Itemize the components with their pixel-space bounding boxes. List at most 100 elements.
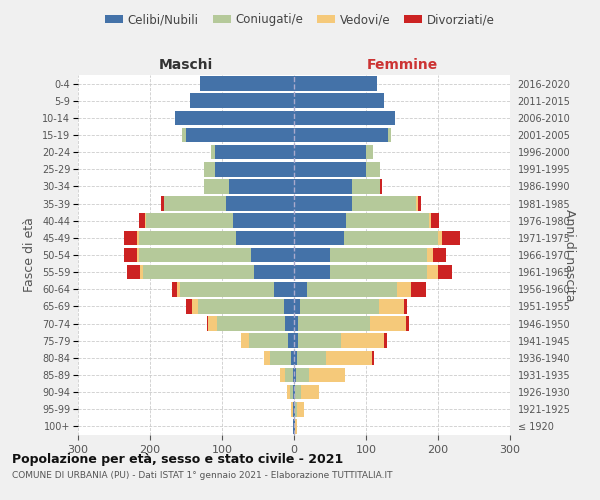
Bar: [291, 402, 294, 416]
Bar: [200, 76, 294, 91]
Bar: [294, 316, 406, 331]
Bar: [294, 350, 326, 365]
Bar: [294, 110, 395, 125]
Bar: [182, 128, 294, 142]
Bar: [294, 265, 330, 280]
Bar: [137, 248, 294, 262]
Bar: [294, 162, 380, 176]
Bar: [294, 179, 380, 194]
Bar: [204, 179, 294, 194]
Bar: [186, 128, 294, 142]
Bar: [294, 128, 391, 142]
Bar: [294, 385, 319, 400]
Bar: [139, 248, 294, 262]
Bar: [286, 368, 294, 382]
Bar: [190, 94, 294, 108]
Bar: [294, 214, 428, 228]
Bar: [294, 76, 377, 91]
Bar: [294, 196, 421, 211]
Bar: [127, 265, 294, 280]
Bar: [280, 368, 294, 382]
Bar: [294, 282, 307, 296]
Bar: [229, 179, 294, 194]
Bar: [294, 230, 344, 245]
Bar: [175, 110, 294, 125]
Bar: [178, 282, 294, 296]
Bar: [293, 419, 294, 434]
Bar: [294, 179, 380, 194]
Bar: [139, 214, 294, 228]
Bar: [182, 128, 294, 142]
Bar: [204, 179, 294, 194]
Bar: [284, 299, 294, 314]
Bar: [200, 76, 294, 91]
Bar: [294, 334, 341, 348]
Bar: [294, 196, 352, 211]
Bar: [236, 230, 294, 245]
Bar: [192, 299, 294, 314]
Bar: [294, 248, 427, 262]
Bar: [172, 282, 294, 296]
Bar: [294, 76, 377, 91]
Bar: [294, 419, 295, 434]
Bar: [294, 110, 395, 125]
Bar: [200, 76, 294, 91]
Bar: [280, 368, 294, 382]
Bar: [124, 248, 294, 262]
Bar: [182, 128, 294, 142]
Bar: [294, 94, 384, 108]
Bar: [164, 196, 294, 211]
Bar: [241, 334, 294, 348]
Bar: [175, 110, 294, 125]
Bar: [294, 145, 373, 160]
Bar: [294, 214, 439, 228]
Y-axis label: Anni di nascita: Anni di nascita: [563, 209, 576, 301]
Bar: [294, 145, 366, 160]
Bar: [190, 94, 294, 108]
Bar: [294, 248, 433, 262]
Bar: [293, 402, 294, 416]
Bar: [293, 419, 294, 434]
Bar: [294, 402, 304, 416]
Bar: [293, 368, 294, 382]
Bar: [264, 350, 294, 365]
Text: Maschi: Maschi: [159, 58, 213, 71]
Bar: [294, 76, 377, 91]
Bar: [241, 334, 294, 348]
Bar: [200, 76, 294, 91]
Bar: [294, 299, 300, 314]
Bar: [204, 162, 294, 176]
Bar: [217, 316, 294, 331]
Bar: [294, 110, 395, 125]
Bar: [294, 162, 380, 176]
Bar: [294, 402, 297, 416]
Bar: [175, 110, 294, 125]
Bar: [161, 196, 294, 211]
Bar: [294, 316, 409, 331]
Bar: [254, 265, 294, 280]
Text: COMUNE DI URBANIA (PU) - Dati ISTAT 1° gennaio 2021 - Elaborazione TUTTITALIA.IT: COMUNE DI URBANIA (PU) - Dati ISTAT 1° g…: [12, 471, 392, 480]
Bar: [294, 265, 427, 280]
Bar: [233, 214, 294, 228]
Bar: [269, 350, 294, 365]
Bar: [248, 334, 294, 348]
Bar: [274, 282, 294, 296]
Y-axis label: Fasce di età: Fasce di età: [23, 218, 37, 292]
Bar: [294, 334, 384, 348]
Bar: [140, 265, 294, 280]
Bar: [294, 402, 304, 416]
Bar: [294, 385, 319, 400]
Bar: [294, 368, 309, 382]
Bar: [211, 145, 294, 160]
Bar: [294, 162, 366, 176]
Bar: [294, 214, 346, 228]
Bar: [294, 299, 407, 314]
Bar: [294, 230, 460, 245]
Bar: [293, 419, 294, 434]
Bar: [124, 230, 294, 245]
Bar: [294, 230, 438, 245]
Bar: [145, 214, 294, 228]
Bar: [197, 299, 294, 314]
Bar: [294, 385, 295, 400]
Bar: [294, 179, 382, 194]
